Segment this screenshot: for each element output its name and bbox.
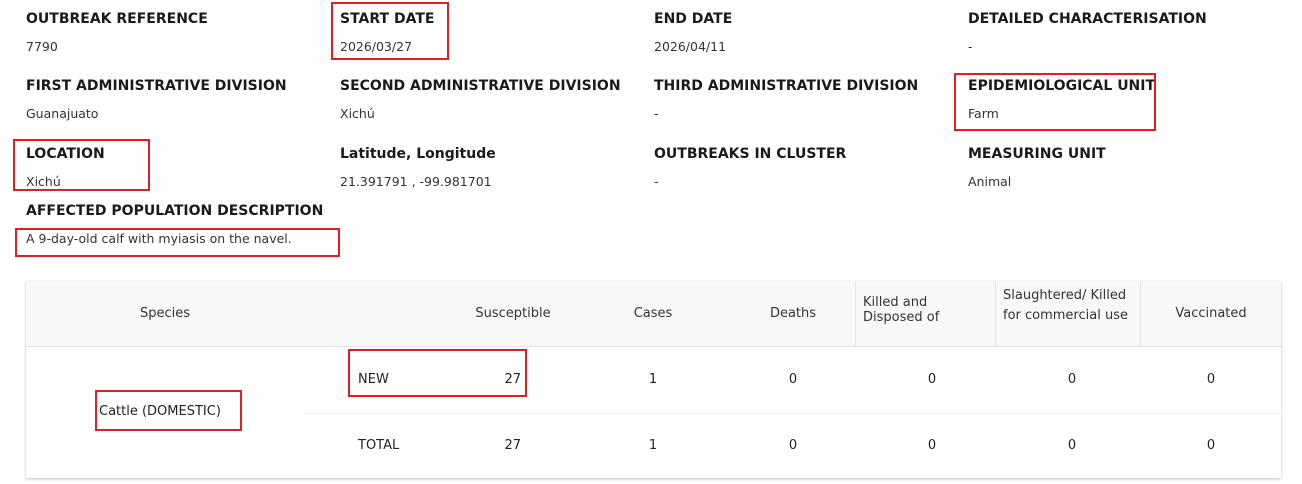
field-value: A 9-day-old calf with myiasis on the nav… xyxy=(26,231,292,246)
table-value: 0 xyxy=(927,372,937,387)
field-value: 21.391791 , -99.981701 xyxy=(340,174,492,189)
highlight-box xyxy=(95,390,242,431)
field-label: Latitude, Longitude xyxy=(340,146,496,162)
field-label: THIRD ADMINISTRATIVE DIVISION xyxy=(654,78,919,94)
table-value: 0 xyxy=(1067,372,1077,387)
table-value: 0 xyxy=(788,438,798,453)
column-header: Slaughtered/ Killed for commercial use xyxy=(1003,288,1128,323)
field-value: - xyxy=(654,174,659,189)
field-value: 2026/03/27 xyxy=(340,39,413,54)
row-type: NEW xyxy=(358,372,389,387)
highlight-box xyxy=(348,349,527,397)
field-value: Xichú xyxy=(340,106,375,121)
column-header: Killed and Disposed of xyxy=(863,295,940,325)
field-label: SECOND ADMINISTRATIVE DIVISION xyxy=(340,78,621,94)
field-label: OUTBREAKS IN CLUSTER xyxy=(654,146,847,162)
divider xyxy=(1140,281,1141,346)
field-label: AFFECTED POPULATION DESCRIPTION xyxy=(26,203,324,219)
field-label: EPIDEMIOLOGICAL UNIT xyxy=(968,78,1156,94)
highlight-box xyxy=(15,228,340,257)
field-label: LOCATION xyxy=(26,146,105,162)
table-value: 0 xyxy=(1067,438,1077,453)
field-label: MEASURING UNIT xyxy=(968,146,1106,162)
column-header: Deaths xyxy=(769,306,817,321)
field-value: 7790 xyxy=(26,39,58,54)
column-header: Cases xyxy=(633,306,673,321)
field-value: Animal xyxy=(968,174,1012,189)
table-value: 27 xyxy=(504,372,521,387)
highlight-box xyxy=(954,73,1156,131)
column-header: Species xyxy=(139,306,191,321)
field-value: Xichú xyxy=(26,174,61,189)
field-value: Farm xyxy=(968,106,999,121)
highlight-box xyxy=(13,139,150,191)
column-header: Susceptible xyxy=(475,306,551,321)
row-divider xyxy=(305,413,1281,414)
table-value: 27 xyxy=(504,438,521,453)
table-header-bg xyxy=(26,281,1281,347)
table-value: 1 xyxy=(648,438,658,453)
table-value: 0 xyxy=(1206,372,1216,387)
field-value: - xyxy=(968,39,973,54)
highlight-box xyxy=(331,2,449,60)
table-value: 0 xyxy=(927,438,937,453)
table-value: 0 xyxy=(788,372,798,387)
divider xyxy=(995,281,996,346)
field-value: Guanajuato xyxy=(26,106,99,121)
field-label: END DATE xyxy=(654,11,733,27)
field-label: DETAILED CHARACTERISATION xyxy=(968,11,1207,27)
field-value: 2026/04/11 xyxy=(654,39,727,54)
divider xyxy=(855,281,856,346)
field-value: - xyxy=(654,106,659,121)
row-type: TOTAL xyxy=(358,438,400,453)
field-label: START DATE xyxy=(340,11,435,27)
field-label: OUTBREAK REFERENCE xyxy=(26,11,208,27)
field-label: FIRST ADMINISTRATIVE DIVISION xyxy=(26,78,287,94)
table-value: 0 xyxy=(1206,438,1216,453)
species-name: Cattle (DOMESTIC) xyxy=(99,404,221,419)
table-value: 1 xyxy=(648,372,658,387)
column-header: Vaccinated xyxy=(1175,306,1247,321)
